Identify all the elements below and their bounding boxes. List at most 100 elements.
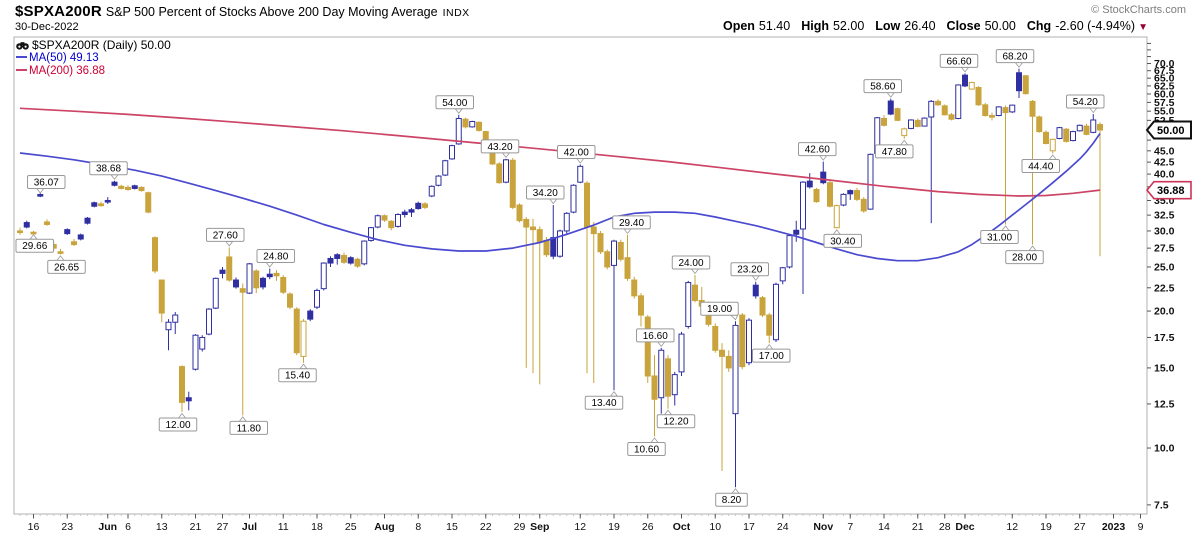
svg-text:21: 21 [190,521,202,533]
svg-text:22.5: 22.5 [1154,282,1175,294]
svg-text:Dec: Dec [955,521,974,533]
svg-text:8: 8 [415,521,421,533]
svg-text:54.20: 54.20 [1073,97,1098,108]
svg-text:23: 23 [61,521,73,533]
svg-text:36.88: 36.88 [1157,185,1185,197]
svg-text:11: 11 [278,521,289,533]
svg-text:34.20: 34.20 [533,188,558,199]
svg-text:24: 24 [777,521,789,533]
svg-text:28: 28 [939,521,951,533]
legend-ma50-row: MA(50) 49.13 [16,52,171,65]
svg-text:16: 16 [28,521,40,533]
legend-symbol-label: $SPXA200R (Daily) 50.00 [32,38,171,52]
svg-text:19.00: 19.00 [707,304,732,315]
svg-text:21: 21 [912,521,924,533]
svg-text:26: 26 [642,521,654,533]
svg-text:17: 17 [743,521,755,533]
svg-text:25: 25 [345,521,357,533]
svg-text:12: 12 [574,521,586,533]
binoculars-icon [16,42,29,50]
svg-text:42.5: 42.5 [1154,157,1175,169]
svg-text:65.0: 65.0 [1154,73,1175,85]
svg-text:27.5: 27.5 [1154,243,1175,255]
svg-text:18: 18 [311,521,323,533]
legend-ma200-row: MA(200) 36.88 [16,65,171,78]
plot-border [13,36,1148,515]
quote-label-open: Open [722,19,755,33]
svg-text:Oct: Oct [673,521,691,533]
quote-value-low: 26.40 [904,19,936,33]
svg-text:24.00: 24.00 [678,258,703,269]
svg-text:32.5: 32.5 [1154,210,1175,222]
svg-text:12.00: 12.00 [165,420,190,431]
ma200-line-swatch [16,69,27,71]
ma50-line [19,133,1101,262]
svg-text:20.0: 20.0 [1154,306,1175,318]
svg-text:15.40: 15.40 [285,371,310,382]
svg-text:62.5: 62.5 [1154,80,1175,92]
svg-text:10.0: 10.0 [1154,443,1175,455]
svg-text:13.40: 13.40 [591,398,616,409]
ma50-line-swatch [16,56,27,58]
quote-label-chg: Chg [1026,19,1052,33]
svg-text:7.5: 7.5 [1154,499,1169,511]
svg-text:12.5: 12.5 [1154,398,1175,410]
svg-text:36.07: 36.07 [34,178,59,189]
ma200-value-badge: 36.88 [1145,180,1192,200]
svg-text:30.40: 30.40 [830,236,855,247]
svg-text:11.80: 11.80 [237,423,262,434]
svg-text:Sep: Sep [530,521,549,533]
svg-text:50.00: 50.00 [1157,125,1185,137]
svg-text:47.80: 47.80 [882,147,907,158]
svg-text:9: 9 [1138,521,1144,533]
svg-text:57.5: 57.5 [1154,97,1175,109]
svg-text:27: 27 [217,521,229,533]
svg-text:16.60: 16.60 [643,331,668,342]
svg-text:14: 14 [878,521,890,533]
chart-legend: $SPXA200R (Daily) 50.00 MA(50) 49.13 MA(… [16,39,171,78]
chg-down-arrow-icon: ▼ [1138,22,1148,33]
svg-text:Nov: Nov [813,521,833,533]
chart-date: 30-Dec-2022 [15,21,79,33]
svg-text:27.60: 27.60 [213,230,238,241]
candles-group [17,68,1103,488]
svg-text:42.60: 42.60 [805,145,830,156]
svg-text:55.0: 55.0 [1154,106,1175,118]
svg-text:10: 10 [709,521,721,533]
svg-text:8.20: 8.20 [722,495,742,506]
svg-text:43.20: 43.20 [487,142,512,153]
svg-text:12.20: 12.20 [663,417,688,428]
svg-text:10.60: 10.60 [634,445,659,456]
svg-text:38.68: 38.68 [96,164,121,175]
svg-text:29.66: 29.66 [22,241,47,252]
svg-text:15: 15 [446,521,458,533]
svg-text:44.40: 44.40 [1028,161,1053,172]
symbol-description: S&P 500 Percent of Stocks Above 200 Day … [105,5,438,19]
svg-text:19: 19 [1040,521,1052,533]
svg-text:22: 22 [480,521,492,533]
svg-text:28.00: 28.00 [1012,253,1037,264]
quote-value-close: 50.00 [984,19,1016,33]
svg-text:66.60: 66.60 [946,56,971,67]
svg-text:27: 27 [1074,521,1086,533]
quote-value-high: 52.00 [832,19,865,33]
svg-text:30.0: 30.0 [1154,225,1175,237]
svg-text:17.00: 17.00 [759,351,784,362]
svg-text:Jul: Jul [242,521,257,533]
svg-text:70.0: 70.0 [1154,58,1175,70]
quote-value-open: 51.40 [758,19,791,33]
last-price-badge: 50.00 [1145,120,1192,140]
ma200-line [19,107,1101,197]
ohlc-quote-row: Open 51.40 High 52.00 Low 26.40 Close 50.00 Chg -… [712,19,1148,33]
quote-label-high: High [801,19,829,33]
svg-text:54.00: 54.00 [442,98,467,109]
svg-text:Jun: Jun [98,521,117,533]
svg-text:15.0: 15.0 [1154,362,1175,374]
annotations-group: 29.66 36.07 26.65 38.68 12.00 27.60 11.80 24.80… [15,49,1105,507]
svg-text:12: 12 [1006,521,1018,533]
svg-text:58.60: 58.60 [870,82,895,93]
svg-text:67.5: 67.5 [1154,65,1175,77]
svg-text:60.0: 60.0 [1154,88,1175,100]
